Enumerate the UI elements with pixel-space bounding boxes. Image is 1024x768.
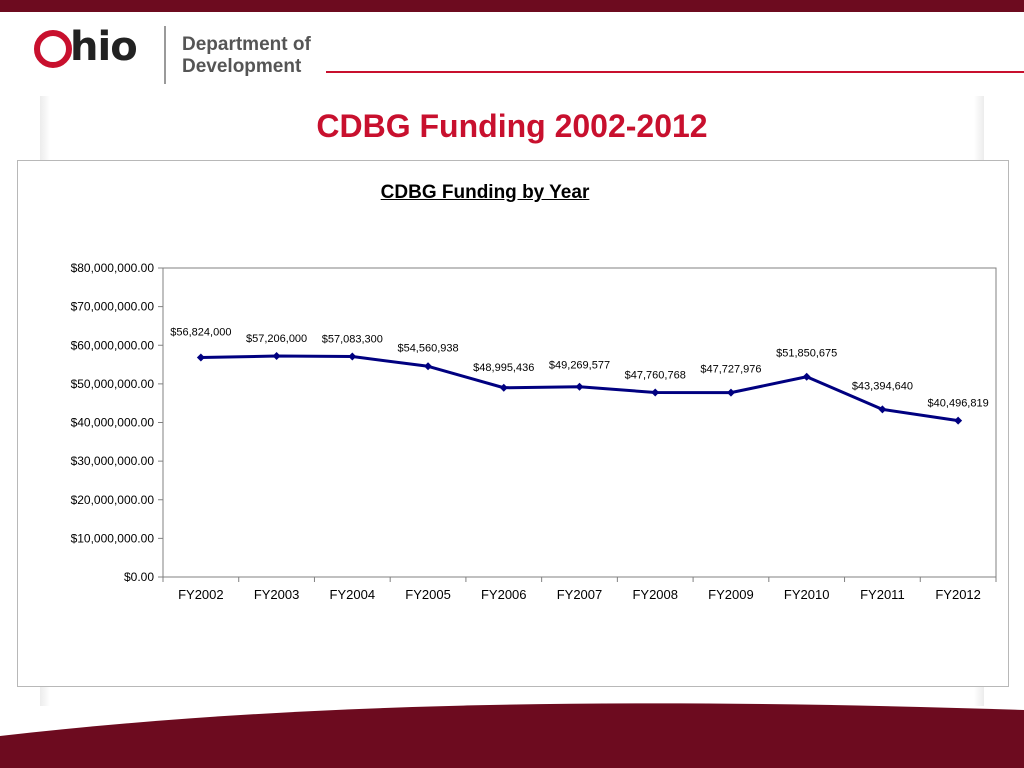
chart-title: CDBG Funding by Year: [380, 182, 590, 203]
data-point: [878, 405, 887, 414]
x-tick-label: FY2005: [405, 587, 451, 602]
data-point: [726, 388, 735, 397]
data-point: [802, 372, 811, 381]
x-tick-label: FY2008: [632, 587, 678, 602]
department-line-2: Development: [182, 56, 302, 77]
data-label: $40,496,819: [928, 398, 989, 410]
data-label: $51,850,675: [776, 348, 837, 360]
data-label: $54,560,938: [397, 342, 458, 354]
logo-divider: [164, 26, 166, 84]
x-tick-label: FY2009: [708, 587, 754, 602]
y-tick-label: $70,000,000.00: [71, 300, 155, 314]
data-point: [272, 352, 281, 361]
y-tick-label: $40,000,000.00: [71, 416, 155, 430]
data-point: [499, 383, 508, 392]
department-line-1: Department of: [182, 34, 311, 55]
data-point: [954, 416, 963, 425]
data-label: $48,995,436: [473, 362, 534, 374]
y-tick-label: $60,000,000.00: [71, 338, 155, 352]
logo-text: hio: [70, 24, 138, 70]
x-tick-label: FY2004: [330, 587, 376, 602]
y-tick-label: $10,000,000.00: [71, 531, 155, 545]
bottom-wave: [0, 703, 1024, 768]
x-tick-label: FY2010: [784, 587, 830, 602]
chart-frame: [17, 160, 1009, 687]
data-label: $57,206,000: [246, 333, 307, 345]
header-rule: [326, 71, 1024, 73]
logo-o-ring-icon: [34, 30, 72, 68]
top-band: [0, 0, 1024, 12]
y-tick-label: $30,000,000.00: [71, 454, 155, 468]
data-label: $43,394,640: [852, 380, 913, 392]
x-tick-label: FY2002: [178, 587, 224, 602]
x-tick-label: FY2006: [481, 587, 527, 602]
y-tick-label: $0.00: [124, 570, 154, 584]
data-label: $47,760,768: [625, 370, 686, 382]
data-label: $47,727,976: [700, 364, 761, 376]
data-label: $49,269,577: [549, 360, 610, 372]
plot-area: [162, 267, 997, 578]
data-point: [348, 352, 357, 361]
x-tick-label: FY2003: [254, 587, 300, 602]
data-point: [651, 388, 660, 397]
x-tick-label: FY2011: [860, 587, 905, 602]
data-point: [196, 353, 205, 362]
data-label: $56,824,000: [170, 327, 231, 339]
department-name: Department of Development: [182, 34, 332, 78]
data-label: $57,083,300: [322, 334, 383, 346]
data-point: [575, 382, 584, 391]
slide-title: CDBG Funding 2002-2012: [316, 108, 708, 144]
y-tick-label: $20,000,000.00: [71, 493, 155, 507]
y-tick-label: $50,000,000.00: [71, 377, 155, 391]
data-point: [424, 362, 433, 371]
x-tick-label: FY2007: [557, 587, 603, 602]
x-tick-label: FY2012: [935, 587, 981, 602]
y-tick-label: $80,000,000.00: [71, 261, 155, 275]
